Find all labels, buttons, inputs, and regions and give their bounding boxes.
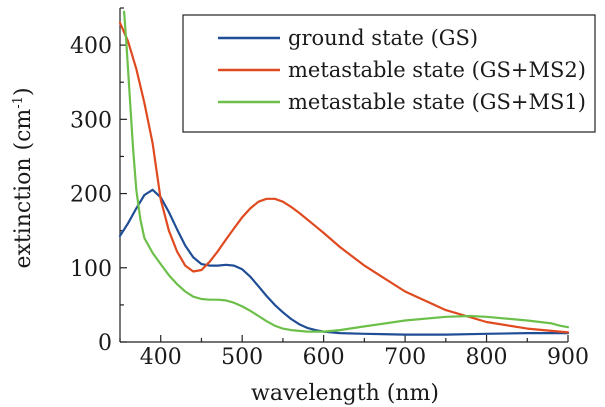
x-tick-label: 800 (466, 345, 508, 370)
y-axis-label-sup: -1 (11, 96, 26, 109)
series-layer (118, 10, 570, 336)
x-tick-label: 400 (140, 345, 182, 370)
series-line-3 (122, 10, 570, 333)
x-tick-label: 500 (221, 345, 263, 370)
y-axis-label-close: ) (11, 87, 36, 96)
y-tick-label: 300 (70, 108, 112, 133)
y-tick-label: 100 (70, 257, 112, 282)
legend-label-2: metastable state (GS+MS2) (288, 58, 586, 82)
y-tick-label: 200 (70, 183, 112, 208)
x-axis-label: wavelength (nm) (251, 381, 439, 406)
y-tick-label: 0 (98, 331, 112, 356)
axes (119, 8, 568, 343)
y-tick-label: 400 (70, 34, 112, 59)
tick-labels: 400 500 600 700 800 900 0 100 200 300 400 (70, 34, 589, 370)
ticks (119, 7, 569, 343)
legend-label-1: ground state (GS) (288, 26, 478, 50)
x-tick-label: 600 (303, 345, 345, 370)
series-line-2 (118, 21, 570, 334)
legend: ground state (GS) metastable state (GS+MS… (182, 14, 596, 133)
y-axis-label-main: extinction (cm (11, 109, 36, 269)
legend-box (182, 14, 596, 133)
x-tick-label: 700 (384, 345, 426, 370)
series-line-1 (118, 188, 570, 336)
legend-label-3: metastable state (GS+MS1) (288, 90, 586, 114)
x-tick-label: 900 (547, 345, 589, 370)
y-axis-label: extinction (cm-1) (11, 87, 36, 268)
